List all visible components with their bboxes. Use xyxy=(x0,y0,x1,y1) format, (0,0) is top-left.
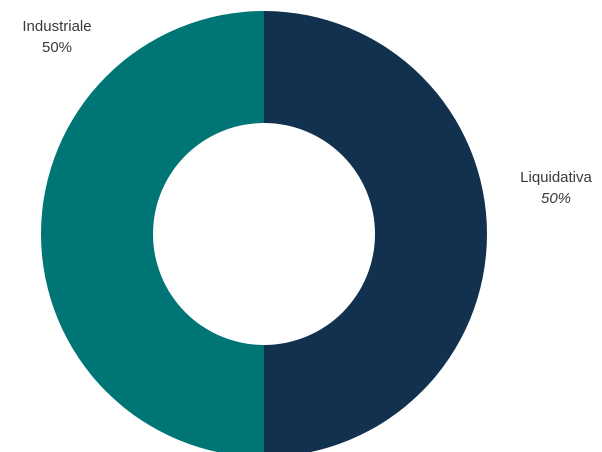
slice-label-industriale: Industriale 50% xyxy=(4,16,110,58)
slice-label-liquidativa-pct: 50% xyxy=(540,190,572,207)
slice-label-liquidativa-name: Liquidativa xyxy=(520,169,592,186)
donut-slice-liquidativa xyxy=(264,11,487,452)
donut-slice-industriale xyxy=(41,11,264,452)
slice-label-liquidativa: Liquidativa 50% xyxy=(506,167,602,209)
slice-label-industriale-name: Industriale xyxy=(22,18,92,35)
slice-label-industriale-pct: 50% xyxy=(41,39,73,56)
